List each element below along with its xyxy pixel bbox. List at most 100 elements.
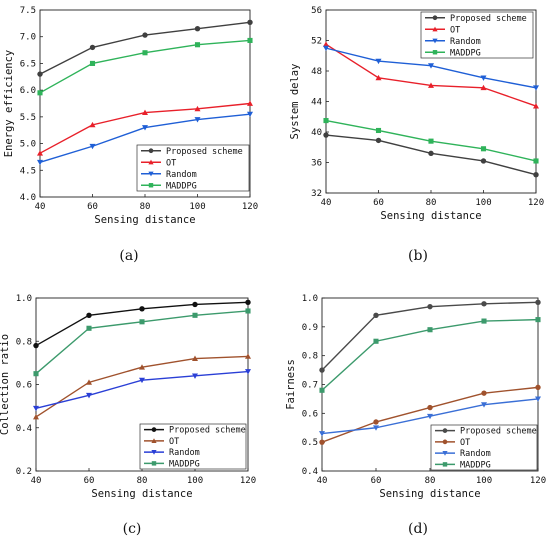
panel-caption: (d) [408, 521, 428, 537]
legend-label: MADDPG [166, 181, 197, 191]
data-point [480, 146, 487, 152]
legend-label: Proposed scheme [169, 426, 246, 436]
data-point [535, 384, 541, 391]
x-tick-label: 100 [475, 198, 491, 208]
y-axis-label: Collection ratio [0, 334, 11, 435]
y-tick-label: 4.0 [20, 193, 36, 203]
data-point [323, 41, 329, 47]
x-tick-label: 120 [530, 476, 546, 486]
y-tick-label: 48 [311, 67, 322, 77]
data-point [37, 90, 43, 96]
y-tick-label: 40 [311, 128, 322, 138]
legend-label: MADDPG [169, 459, 200, 469]
legend-swatch-marker [432, 15, 438, 21]
data-point [37, 159, 43, 166]
data-point [375, 137, 382, 144]
data-point [373, 419, 379, 425]
chart-panel-4: 40 60 80 100 120 0.4 0.5 0.6 0.7 0.8 0.9 1.0 Sensing… [285, 294, 546, 537]
data-point [428, 150, 434, 157]
x-tick-label: 120 [242, 202, 258, 212]
series-line-3 [35, 370, 249, 409]
data-point [33, 405, 39, 412]
data-point [194, 117, 201, 123]
panel-caption: (c) [123, 521, 142, 537]
data-point [323, 45, 329, 52]
y-tick-label: 0.2 [16, 467, 32, 477]
chart-panel-3: 40 60 80 100 120 0.2 0.4 0.6 0.8 1.0 Sensing dista… [0, 294, 256, 537]
data-point [533, 172, 539, 178]
y-axis-label: System delay [289, 64, 301, 140]
data-point [194, 26, 201, 32]
y-tick-label: 0.4 [302, 467, 318, 477]
y-tick-label: 6.5 [20, 59, 36, 69]
x-tick-label: 60 [84, 476, 95, 486]
legend-swatch-marker [432, 26, 438, 32]
data-point [192, 355, 198, 361]
panel-caption: (a) [119, 248, 138, 264]
legend-swatch-marker [148, 148, 154, 154]
legend-box [430, 424, 538, 471]
data-point [319, 367, 325, 373]
panel-caption: (b) [408, 248, 428, 264]
legend-label: Proposed scheme [166, 147, 243, 157]
data-point [323, 132, 329, 138]
legend-swatch-marker [442, 451, 448, 456]
chart-panel-1: 40 60 80 100 120 4.0 4.5 5.0 5.5 6.0 6.5 7.0 7.5 Sens… [3, 6, 258, 264]
x-tick-label: 100 [187, 476, 203, 486]
legend-label: Proposed scheme [460, 427, 537, 437]
data-point [139, 319, 145, 325]
legend-swatch-marker [148, 183, 154, 188]
x-tick-label: 40 [317, 476, 328, 486]
data-point [373, 425, 379, 431]
data-point [89, 44, 96, 51]
legend-swatch-marker [151, 427, 157, 432]
y-tick-label: 52 [311, 37, 322, 47]
x-tick-label: 40 [35, 202, 46, 212]
y-tick-label: 0.6 [302, 409, 318, 419]
data-point [139, 377, 145, 384]
chart-panel-2: 40 60 80 100 120 32 36 40 44 48 52 56 Sensing distan… [289, 6, 544, 264]
y-tick-label: 7.0 [20, 33, 36, 43]
data-point [375, 127, 382, 134]
y-tick-label: 0.8 [302, 352, 318, 362]
data-point [86, 379, 92, 385]
data-point [194, 105, 201, 112]
x-tick-label: 120 [240, 476, 256, 486]
x-axis-label: Sensing distance [94, 214, 195, 226]
data-point [142, 109, 148, 115]
data-point [192, 373, 198, 379]
x-tick-label: 40 [31, 476, 42, 486]
y-tick-label: 1.0 [16, 294, 32, 304]
data-point [247, 100, 253, 106]
x-axis-label: Sensing distance [380, 210, 481, 222]
legend-label: Proposed scheme [450, 14, 527, 24]
series-line-4 [39, 39, 251, 94]
legend-label: OT [169, 437, 179, 447]
data-point [245, 369, 251, 375]
y-tick-label: 6.0 [20, 86, 36, 96]
data-point [192, 312, 198, 318]
data-point [427, 303, 433, 310]
x-tick-label: 60 [371, 476, 382, 486]
y-tick-label: 56 [311, 6, 322, 16]
legend-swatch-marker [151, 450, 157, 455]
data-point [481, 301, 487, 307]
data-point [533, 158, 539, 164]
legend-swatch-marker [148, 171, 154, 177]
legend-label: Random [166, 170, 197, 180]
y-tick-label: 0.6 [16, 381, 32, 391]
legend-swatch-marker [442, 428, 448, 433]
data-point [373, 312, 379, 318]
y-tick-label: 0.4 [16, 424, 32, 434]
y-tick-label: 4.5 [20, 166, 36, 176]
y-tick-label: 5.5 [20, 113, 36, 123]
legend-label: Random [169, 448, 200, 458]
data-point [535, 299, 541, 306]
data-point [33, 413, 39, 420]
x-tick-label: 100 [189, 202, 205, 212]
data-point [37, 71, 43, 77]
